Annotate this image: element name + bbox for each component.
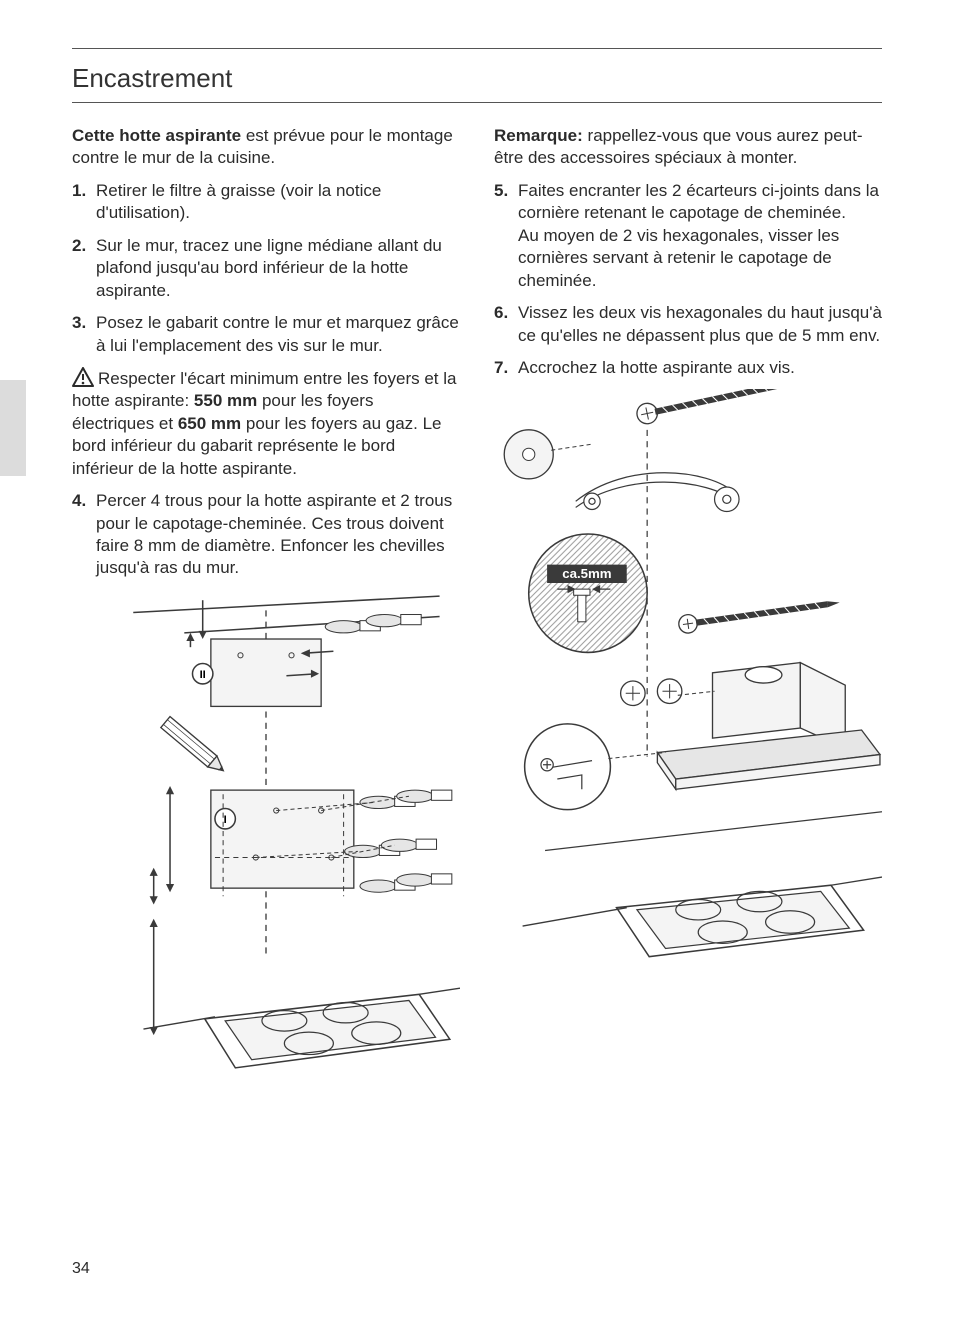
page: Encastrement Cette hotte aspirante est p… bbox=[0, 0, 954, 1326]
cooktop-icon bbox=[143, 988, 460, 1068]
marker-1-label: I bbox=[224, 814, 227, 826]
intro-bold: Cette hotte aspirante bbox=[72, 126, 241, 145]
step-1-text: Retirer le filtre à graisse (voir la not… bbox=[96, 181, 381, 222]
rule-top bbox=[72, 48, 882, 49]
step-4: 4.Percer 4 trous pour la hotte aspirante… bbox=[72, 490, 460, 580]
ca5mm-label: ca.5mm bbox=[562, 566, 611, 581]
step-2-text: Sur le mur, tracez une ligne médiane all… bbox=[96, 236, 442, 300]
right-diagram: ca.5mm bbox=[494, 389, 882, 1012]
marker-2-label: II bbox=[200, 669, 206, 681]
page-number: 34 bbox=[72, 1260, 90, 1278]
left-diagram: II bbox=[72, 590, 460, 1121]
bracket-icon bbox=[576, 473, 739, 512]
step-3: 3.Posez le gabarit contre le mur et marq… bbox=[72, 312, 460, 357]
warning-icon bbox=[72, 367, 94, 387]
warning-b2: 650 mm bbox=[178, 414, 241, 433]
hood-icon bbox=[657, 663, 880, 790]
right-column: Remarque: rappellez-vous que vous aurez … bbox=[494, 125, 882, 1121]
step-5: 5. Faites encranter les 2 écarteurs ci-j… bbox=[494, 180, 882, 292]
step-5a-text: Faites encranter les 2 écarteurs ci-join… bbox=[518, 181, 879, 222]
steps-list-left-2: 4.Percer 4 trous pour la hotte aspirante… bbox=[72, 490, 460, 580]
step-6-text: Vissez les deux vis hexagonales du haut … bbox=[518, 303, 882, 344]
cooktop-icon bbox=[523, 812, 882, 957]
remark-bold: Remarque: bbox=[494, 126, 583, 145]
step-5b-text: Au moyen de 2 vis hexagonales, visser le… bbox=[518, 226, 839, 290]
step-4-text: Percer 4 trous pour la hotte aspirante e… bbox=[96, 491, 452, 577]
screw-icon bbox=[635, 389, 799, 426]
remark-paragraph: Remarque: rappellez-vous que vous aurez … bbox=[494, 125, 882, 170]
step-7-text: Accrochez la hotte aspirante aux vis. bbox=[518, 358, 795, 377]
step-6: 6.Vissez les deux vis hexagonales du hau… bbox=[494, 302, 882, 347]
page-title: Encastrement bbox=[72, 63, 882, 94]
warning-b1: 550 mm bbox=[194, 391, 257, 410]
rule-under-heading bbox=[72, 102, 882, 103]
step-1: 1.Retirer le filtre à graisse (voir la n… bbox=[72, 180, 460, 225]
side-tab bbox=[0, 380, 26, 476]
step-2: 2.Sur le mur, tracez une ligne médiane a… bbox=[72, 235, 460, 302]
left-column: Cette hotte aspirante est prévue pour le… bbox=[72, 125, 460, 1121]
intro-paragraph: Cette hotte aspirante est prévue pour le… bbox=[72, 125, 460, 170]
step-7: 7.Accrochez la hotte aspirante aux vis. bbox=[494, 357, 882, 379]
columns: Cette hotte aspirante est prévue pour le… bbox=[72, 125, 882, 1121]
steps-list-left: 1.Retirer le filtre à graisse (voir la n… bbox=[72, 180, 460, 357]
step-3-text: Posez le gabarit contre le mur et marque… bbox=[96, 313, 459, 354]
steps-list-right: 5. Faites encranter les 2 écarteurs ci-j… bbox=[494, 180, 882, 380]
warning-paragraph: Respecter l'écart minimum entre les foye… bbox=[72, 367, 460, 480]
